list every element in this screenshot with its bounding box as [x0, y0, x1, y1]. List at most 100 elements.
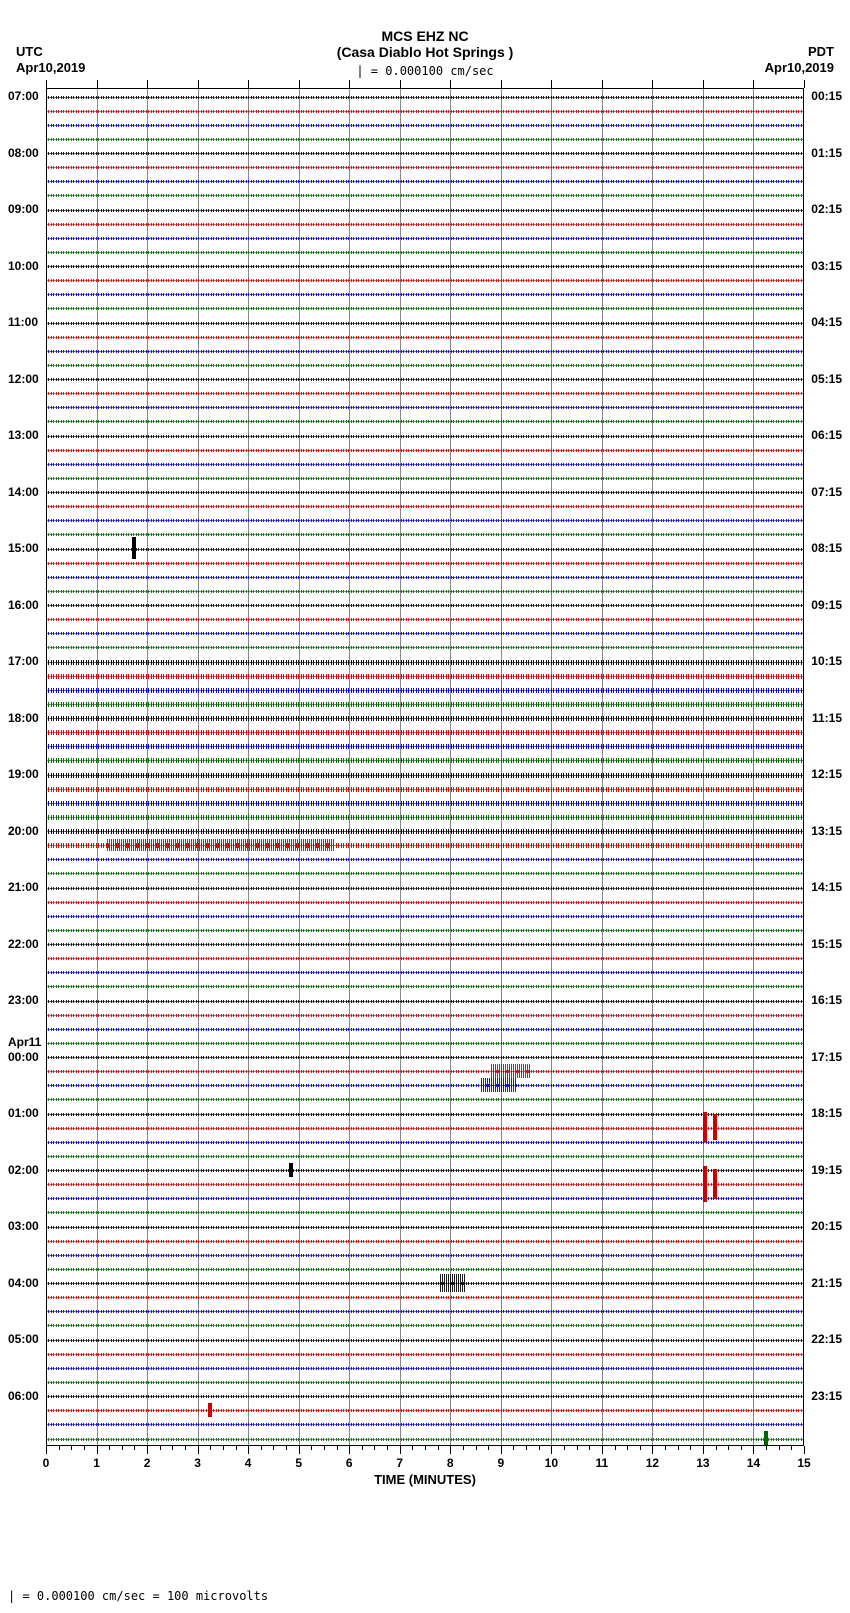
x-major-tick	[299, 80, 300, 88]
x-minor-tick	[223, 1446, 224, 1450]
utc-time-label: 11:00	[8, 315, 38, 329]
local-time-label: 04:15	[811, 315, 842, 329]
utc-time-label: 08:00	[8, 146, 39, 160]
local-time-label: 21:15	[811, 1276, 842, 1290]
x-minor-tick	[286, 1446, 287, 1450]
utc-time-label: 02:00	[8, 1163, 39, 1177]
utc-time-label: 05:00	[8, 1332, 39, 1346]
local-time-label: 05:15	[811, 372, 842, 386]
x-major-tick	[602, 1446, 603, 1454]
utc-time-label: 22:00	[8, 937, 39, 951]
x-minor-tick	[236, 1446, 237, 1450]
x-minor-tick	[766, 1446, 767, 1450]
x-tick-label: 10	[545, 1456, 558, 1470]
x-minor-tick	[589, 1446, 590, 1450]
x-major-tick	[349, 1446, 350, 1454]
x-minor-tick	[412, 1446, 413, 1450]
utc-time-label: 16:00	[8, 598, 39, 612]
x-major-tick	[652, 80, 653, 88]
x-major-tick	[248, 80, 249, 88]
x-minor-tick	[627, 1446, 628, 1450]
x-minor-tick	[716, 1446, 717, 1450]
x-tick-label: 3	[194, 1456, 201, 1470]
x-minor-tick	[438, 1446, 439, 1450]
utc-time-label: 12:00	[8, 372, 39, 386]
x-axis-title: TIME (MINUTES)	[374, 1472, 476, 1487]
x-minor-tick	[122, 1446, 123, 1450]
x-major-tick	[46, 80, 47, 88]
seismogram-plot	[46, 88, 804, 1446]
x-minor-tick	[791, 1446, 792, 1450]
x-tick-label: 1	[93, 1456, 100, 1470]
x-major-tick	[804, 80, 805, 88]
x-minor-tick	[160, 1446, 161, 1450]
local-time-label: 13:15	[811, 824, 842, 838]
x-minor-tick	[488, 1446, 489, 1450]
utc-time-label: 07:00	[8, 89, 39, 103]
x-major-tick	[97, 80, 98, 88]
utc-time-label: 19:00	[8, 767, 39, 781]
x-minor-tick	[665, 1446, 666, 1450]
x-minor-tick	[463, 1446, 464, 1450]
local-time-label: 08:15	[811, 541, 842, 555]
station-title: MCS EHZ NC	[0, 28, 850, 44]
utc-time-label: 21:00	[8, 880, 39, 894]
x-major-tick	[501, 80, 502, 88]
x-tick-label: 7	[396, 1456, 403, 1470]
x-tick-label: 15	[797, 1456, 810, 1470]
x-major-tick	[602, 80, 603, 88]
x-major-tick	[349, 80, 350, 88]
x-minor-tick	[134, 1446, 135, 1450]
local-time-label: 14:15	[811, 880, 842, 894]
x-major-tick	[198, 1446, 199, 1454]
x-minor-tick	[324, 1446, 325, 1450]
x-major-tick	[652, 1446, 653, 1454]
x-major-tick	[97, 1446, 98, 1454]
local-time-label: 03:15	[811, 259, 842, 273]
local-time-label: 18:15	[811, 1106, 842, 1120]
x-major-tick	[703, 1446, 704, 1454]
x-major-tick	[450, 1446, 451, 1454]
x-minor-tick	[640, 1446, 641, 1450]
local-time-label: 00:15	[811, 89, 842, 103]
x-tick-label: 12	[646, 1456, 659, 1470]
x-minor-tick	[71, 1446, 72, 1450]
local-time-label: 07:15	[811, 485, 842, 499]
x-tick-label: 4	[245, 1456, 252, 1470]
x-tick-label: 2	[144, 1456, 151, 1470]
local-time-label: 11:15	[812, 711, 842, 725]
utc-time-label: 14:00	[8, 485, 39, 499]
x-tick-label: 5	[295, 1456, 302, 1470]
x-minor-tick	[84, 1446, 85, 1450]
x-major-tick	[198, 80, 199, 88]
x-tick-label: 6	[346, 1456, 353, 1470]
local-time-label: 10:15	[811, 654, 842, 668]
x-minor-tick	[172, 1446, 173, 1450]
x-major-tick	[804, 1446, 805, 1454]
date-change-label: Apr11	[8, 1035, 41, 1049]
x-minor-tick	[678, 1446, 679, 1450]
x-minor-tick	[539, 1446, 540, 1450]
x-minor-tick	[362, 1446, 363, 1450]
utc-time-label: 09:00	[8, 202, 39, 216]
x-minor-tick	[615, 1446, 616, 1450]
local-time-label: 15:15	[811, 937, 842, 951]
x-minor-tick	[476, 1446, 477, 1450]
x-minor-tick	[425, 1446, 426, 1450]
x-tick-label: 13	[696, 1456, 709, 1470]
x-major-tick	[400, 1446, 401, 1454]
x-minor-tick	[273, 1446, 274, 1450]
x-ticks-layer	[46, 88, 804, 1446]
utc-time-label: 13:00	[8, 428, 39, 442]
local-time-label: 17:15	[811, 1050, 842, 1064]
x-major-tick	[299, 1446, 300, 1454]
utc-time-label: 15:00	[8, 541, 39, 555]
x-minor-tick	[311, 1446, 312, 1450]
x-minor-tick	[59, 1446, 60, 1450]
scale-reference: | = 0.000100 cm/sec	[0, 64, 850, 78]
x-major-tick	[753, 1446, 754, 1454]
x-tick-label: 0	[43, 1456, 50, 1470]
x-minor-tick	[374, 1446, 375, 1450]
x-minor-tick	[337, 1446, 338, 1450]
x-minor-tick	[526, 1446, 527, 1450]
